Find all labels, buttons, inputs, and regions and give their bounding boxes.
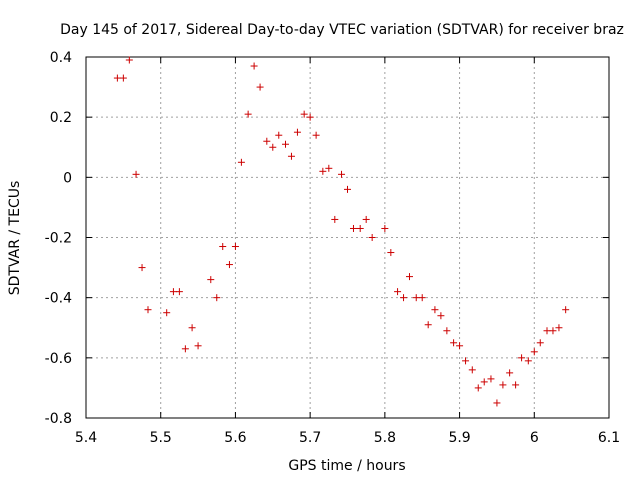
data-point: [125, 56, 133, 64]
data-point: [450, 339, 458, 347]
data-point: [424, 321, 432, 329]
data-points: [113, 56, 570, 407]
data-point: [293, 128, 301, 136]
data-point: [319, 167, 327, 175]
axis-ticks: 5.4 5.5 5.6 5.7 5.8 5.9 6 6.1 -0.8 -0.6 -0.4 -0.2 0 0…: [45, 50, 620, 446]
y-tick-label: -0.6: [45, 351, 72, 367]
data-point: [132, 170, 140, 178]
data-point: [362, 215, 370, 223]
data-point: [480, 378, 488, 386]
x-tick-label: 6.1: [598, 430, 620, 446]
data-point: [493, 399, 501, 407]
data-point: [338, 170, 346, 178]
data-point: [306, 113, 314, 121]
x-tick-label: 6: [530, 430, 539, 446]
data-point: [487, 375, 495, 383]
data-point: [194, 342, 202, 350]
data-point: [356, 224, 364, 232]
y-axis-label: SDTVAR / TECUs: [7, 181, 23, 296]
y-tick-label: 0.2: [50, 110, 72, 126]
data-point: [549, 327, 557, 335]
y-tick-label: -0.2: [45, 231, 72, 247]
data-point: [119, 74, 127, 82]
x-tick-label: 5.5: [150, 430, 172, 446]
x-tick-label: 5.6: [224, 430, 246, 446]
data-point: [312, 131, 320, 139]
x-tick-label: 5.8: [374, 430, 396, 446]
data-point: [188, 324, 196, 332]
x-axis-label: GPS time / hours: [288, 458, 405, 474]
data-point: [530, 348, 538, 356]
data-point: [175, 288, 183, 296]
data-point: [381, 224, 389, 232]
x-tick-label: 5.7: [299, 430, 321, 446]
data-point: [287, 152, 295, 160]
data-point: [275, 131, 283, 139]
data-point: [443, 327, 451, 335]
data-point: [506, 369, 514, 377]
data-point: [256, 83, 264, 91]
data-point: [456, 342, 464, 350]
data-point: [213, 294, 221, 302]
data-point: [499, 381, 507, 389]
data-point: [437, 312, 445, 320]
data-point: [536, 339, 544, 347]
data-point: [231, 243, 239, 251]
y-tick-label: 0: [63, 170, 72, 186]
data-point: [524, 357, 532, 365]
data-point: [431, 306, 439, 314]
data-point: [250, 62, 258, 70]
data-point: [562, 306, 570, 314]
data-point: [207, 276, 215, 284]
data-point: [344, 185, 351, 193]
data-point: [418, 294, 426, 302]
data-point: [144, 306, 152, 314]
data-point: [263, 137, 271, 145]
x-tick-label: 5.4: [75, 430, 97, 446]
data-point: [412, 294, 420, 302]
data-point: [237, 158, 245, 166]
data-point: [169, 288, 177, 296]
y-tick-label: -0.4: [45, 291, 72, 307]
data-point: [113, 74, 121, 82]
data-point: [181, 345, 189, 353]
data-point: [244, 110, 252, 118]
data-point: [512, 381, 520, 389]
y-tick-label: -0.8: [45, 411, 72, 427]
data-point: [300, 110, 308, 118]
data-point: [225, 261, 233, 269]
data-point: [462, 357, 470, 365]
data-point: [163, 309, 171, 317]
data-point: [406, 273, 414, 281]
y-tick-label: 0.4: [50, 50, 72, 66]
data-point: [281, 140, 289, 148]
data-point: [219, 243, 227, 251]
grid: [86, 57, 609, 418]
data-point: [518, 354, 526, 362]
data-point: [269, 143, 277, 151]
chart-title: Day 145 of 2017, Sidereal Day-to-day VTE…: [60, 22, 624, 38]
data-point: [368, 234, 376, 241]
data-point: [138, 264, 146, 272]
data-point: [543, 327, 551, 335]
data-point: [474, 384, 482, 392]
data-point: [400, 294, 408, 302]
data-point: [387, 249, 395, 257]
data-point: [394, 288, 402, 296]
data-point: [325, 164, 333, 172]
x-tick-label: 5.9: [448, 430, 470, 446]
data-point: [349, 224, 357, 232]
data-point: [555, 324, 563, 332]
data-point: [468, 366, 476, 374]
data-point: [331, 215, 339, 223]
